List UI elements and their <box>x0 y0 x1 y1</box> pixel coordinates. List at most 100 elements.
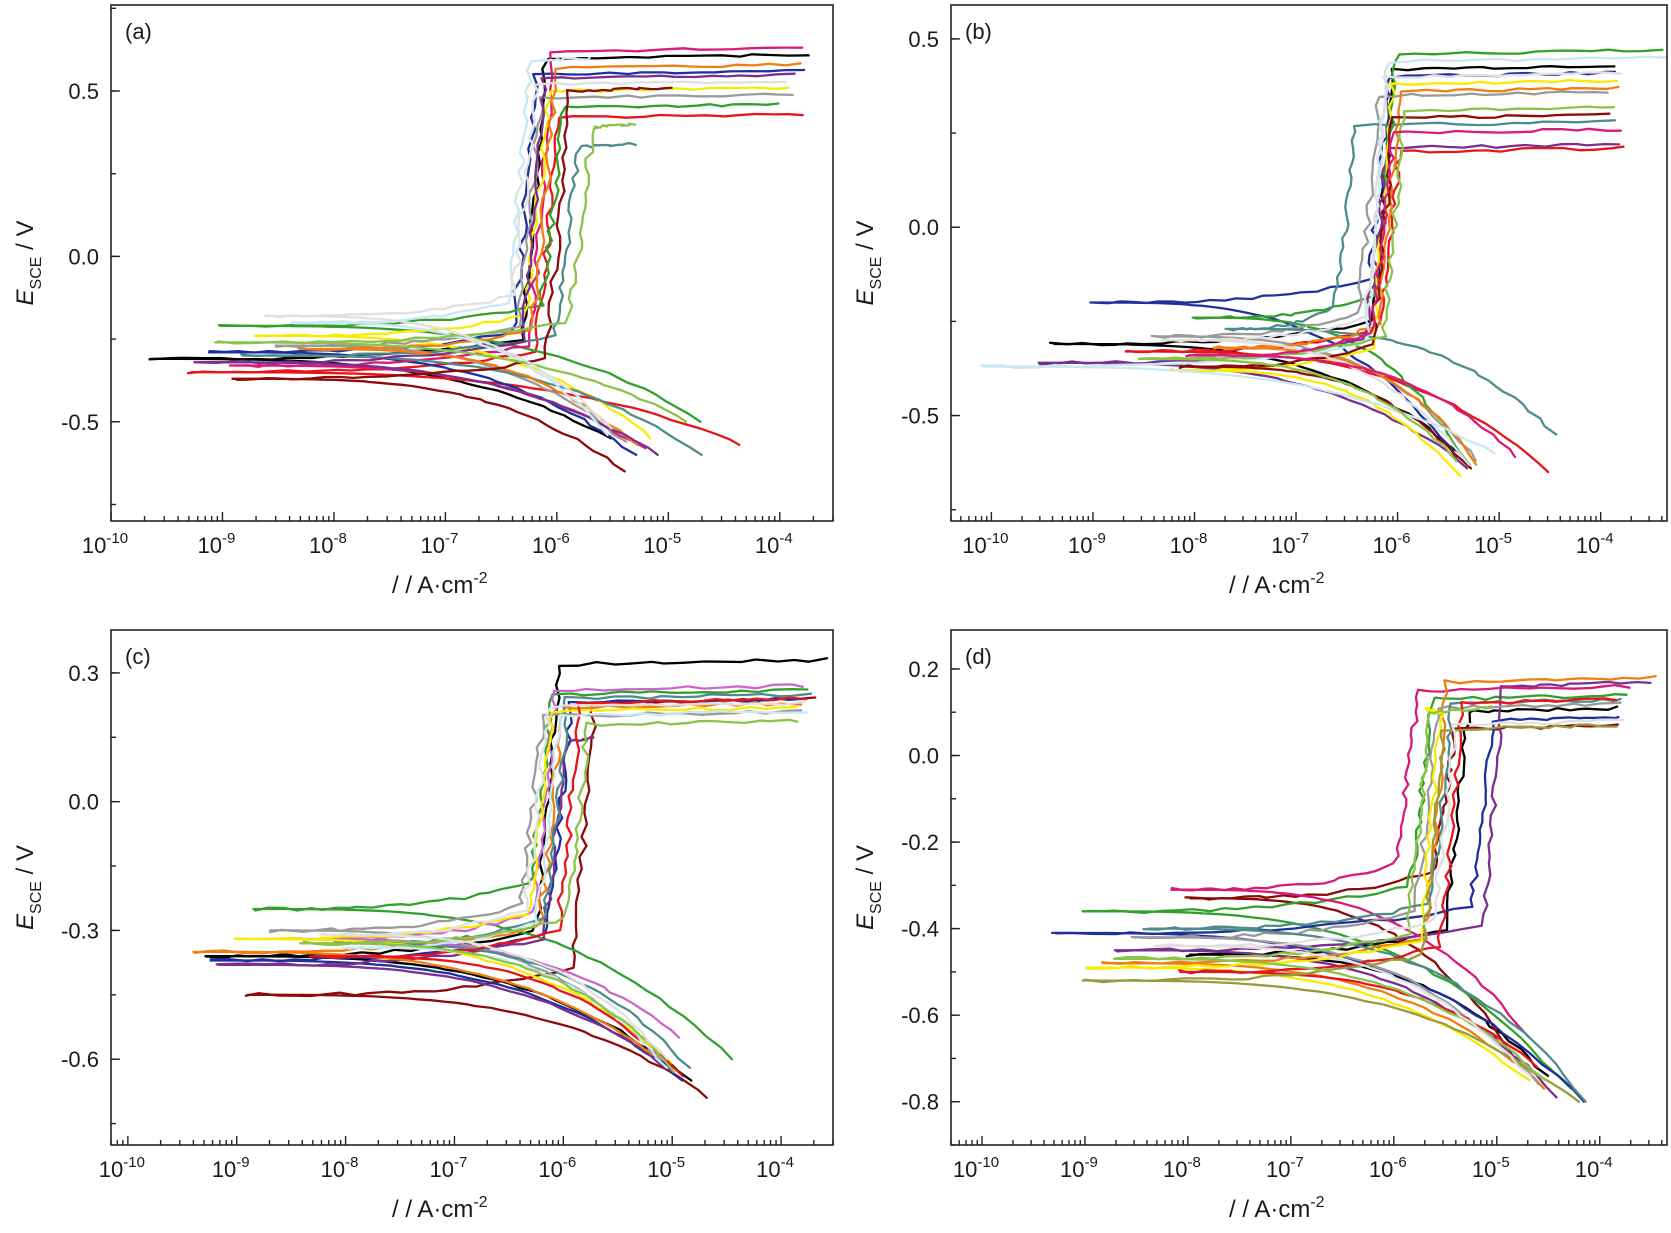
anodic-curve-7 <box>193 701 803 955</box>
cathodic-curve-8 <box>1224 327 1558 436</box>
x-tick-label: 10-10 <box>962 530 1008 558</box>
x-tick-label: 10-8 <box>1170 530 1208 558</box>
panel-tag: (b) <box>965 19 992 44</box>
y-tick-label: -0.3 <box>61 918 99 943</box>
cathodic-curve-12 <box>231 377 626 473</box>
anodic-curve-3 <box>1086 693 1628 914</box>
y-tick-label: -0.8 <box>901 1090 939 1115</box>
x-tick-label: 10-5 <box>643 530 681 558</box>
anodic-curve-11 <box>980 55 1667 369</box>
cathodic-curve-13 <box>214 341 688 423</box>
cathodic-curve-5 <box>1037 361 1469 470</box>
x-tick-label: 10-9 <box>1060 1154 1098 1182</box>
x-tick-label: 10-4 <box>1575 1154 1613 1182</box>
x-tick-label: 10-6 <box>1369 1154 1407 1182</box>
anodic-curve-4 <box>209 696 807 963</box>
y-tick-label: 0.0 <box>908 744 939 769</box>
cathodic-curve-14 <box>319 933 669 1061</box>
cathodic-curve-2 <box>246 993 708 1099</box>
x-tick-label: 10-9 <box>212 1154 250 1182</box>
anodic-curve-7 <box>1150 90 1609 339</box>
anodic-curve-2 <box>1184 723 1620 901</box>
anodic-curve-7 <box>1100 675 1657 966</box>
y-tick-label: -0.6 <box>61 1047 99 1072</box>
anodic-curve-14 <box>1185 127 1622 358</box>
y-tick-label: 0.3 <box>68 661 99 686</box>
anodic-curve-6 <box>1170 683 1631 892</box>
panel-tag: (d) <box>965 644 992 669</box>
x-tick-label: 10-4 <box>1576 530 1614 558</box>
cathodic-curve-9 <box>1212 346 1478 466</box>
cathodic-curve-13 <box>299 942 676 1074</box>
x-axis-title: / / A·cm-2 <box>1229 570 1325 599</box>
x-tick-label: 10-5 <box>1472 1154 1510 1182</box>
anodic-curve-8 <box>1227 119 1617 332</box>
anodic-curve-10 <box>233 705 798 942</box>
anodic-curve-9 <box>1213 85 1620 351</box>
plot-frame <box>110 4 834 522</box>
x-tick-label: 10-10 <box>99 1154 145 1182</box>
cathodic-curve-6 <box>1170 888 1530 1038</box>
cathodic-curve-14 <box>264 314 613 430</box>
anodic-curve-9 <box>333 692 812 946</box>
y-tick-label: 0.0 <box>68 790 99 815</box>
x-tick-label: 10-7 <box>430 1154 468 1182</box>
x-tick-label: 10-8 <box>309 530 347 558</box>
y-axis-title: ESCE / V <box>852 845 885 930</box>
cathodic-curve-14 <box>1187 354 1517 459</box>
curves <box>980 48 1667 477</box>
cathodic-curve-3 <box>207 351 638 456</box>
cathodic-curve-12 <box>1137 357 1458 462</box>
x-tick-label: 10-8 <box>321 1154 359 1182</box>
y-tick-label: 0.2 <box>908 657 939 682</box>
x-tick-label: 10-7 <box>1266 1154 1304 1182</box>
panel-b: 10-10 10-9 10-8 10-7 10-6 10-5 10-4 0.5 0.0 -0.5 (… <box>852 4 1668 599</box>
anodic-curve-13 <box>1160 71 1622 343</box>
x-tick-label: 10-6 <box>538 1154 576 1182</box>
cathodic-curve-10 <box>1085 966 1531 1082</box>
anodic-curve-9 <box>1142 697 1622 931</box>
cathodic-curve-4 <box>1191 316 1471 466</box>
anodic-curve-7 <box>274 92 794 348</box>
y-tick-label: -0.5 <box>61 410 99 435</box>
cathodic-curve-8 <box>241 354 703 456</box>
cathodic-curve-2 <box>1124 350 1550 474</box>
x-tick-label: 10-10 <box>82 530 128 558</box>
x-tick-label: 10-6 <box>532 530 570 558</box>
plot-frame <box>950 4 1668 522</box>
x-tick-label: 10-9 <box>198 530 236 558</box>
y-axis-title: ESCE / V <box>12 845 45 930</box>
y-tick-label: 0.0 <box>68 244 99 269</box>
anodic-curve-2 <box>186 112 804 375</box>
x-axis-title: / / A·cm-2 <box>392 1194 488 1223</box>
anodic-curve-5 <box>1115 680 1652 953</box>
cathodic-curve-12 <box>1081 979 1581 1103</box>
y-axis-title: ESCE / V <box>12 221 45 306</box>
curves <box>148 46 810 473</box>
anodic-curve-12 <box>235 86 673 381</box>
x-tick-label: 10-10 <box>953 1154 999 1182</box>
curves <box>192 657 829 1099</box>
anodic-curve-13 <box>302 718 799 946</box>
cathodic-curve-11 <box>314 955 685 1078</box>
anodic-curve-10 <box>193 72 796 365</box>
x-tick-label: 10-9 <box>1068 530 1106 558</box>
x-tick-label: 10-8 <box>1163 1154 1201 1182</box>
x-tick-label: 10-5 <box>1474 530 1512 558</box>
anodic-curve-3 <box>254 688 809 912</box>
cathodic-curve-5 <box>217 963 675 1074</box>
panel-d: 10-10 10-9 10-8 10-7 10-6 10-5 10-4 0.2 0.0 -0.2 -… <box>852 629 1668 1223</box>
y-tick-label: 0.5 <box>68 79 99 104</box>
anodic-curve-8 <box>1130 701 1622 940</box>
panel-tag: (a) <box>125 19 152 44</box>
x-axis-title: / / A·cm-2 <box>392 570 488 599</box>
anodic-curve-14 <box>1153 718 1626 949</box>
y-tick-label: -0.5 <box>901 404 939 429</box>
y-tick-label: -0.6 <box>901 1003 939 1028</box>
y-tick-label: -0.2 <box>901 830 939 855</box>
cathodic-curve-11 <box>982 365 1496 455</box>
x-tick-label: 10-6 <box>1373 530 1411 558</box>
cathodic-curve-4 <box>209 959 684 1082</box>
anodic-curve-4 <box>217 102 780 328</box>
x-tick-label: 10-4 <box>755 530 793 558</box>
